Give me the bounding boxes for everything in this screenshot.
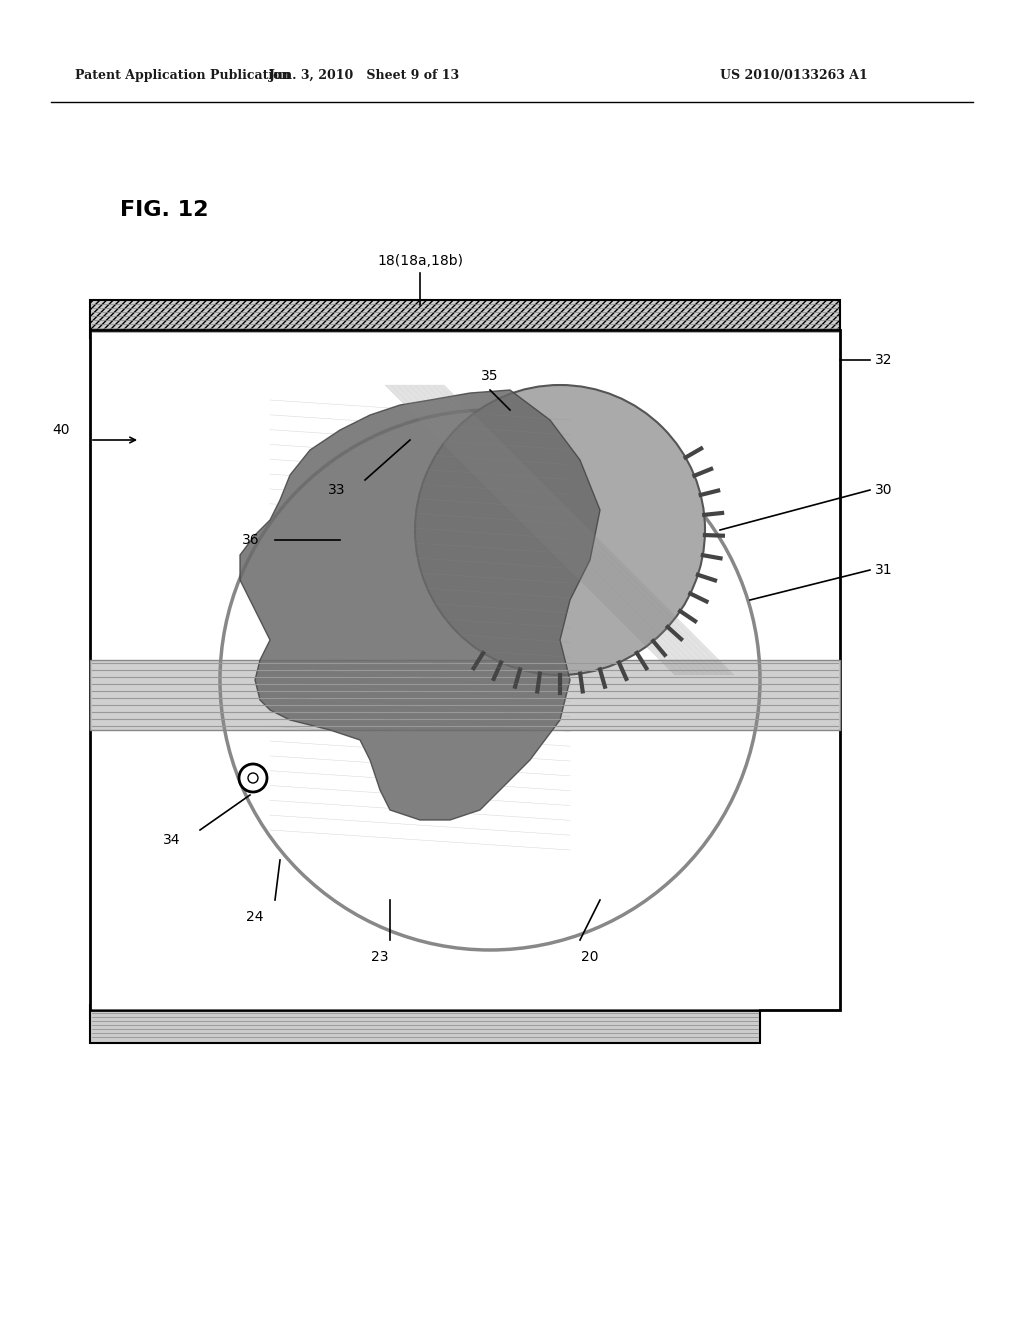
Text: 23: 23 [372, 950, 389, 964]
Text: 35: 35 [481, 370, 499, 383]
Text: Jun. 3, 2010   Sheet 9 of 13: Jun. 3, 2010 Sheet 9 of 13 [269, 69, 461, 82]
Text: 40: 40 [52, 422, 70, 437]
Circle shape [239, 764, 267, 792]
Text: 34: 34 [163, 833, 180, 847]
Text: 30: 30 [874, 483, 893, 498]
Bar [90, 660, 840, 730]
Bar [90, 330, 840, 1010]
Bar [90, 300, 840, 338]
Circle shape [248, 774, 258, 783]
Text: 32: 32 [874, 352, 893, 367]
Polygon shape [240, 389, 600, 820]
Text: 31: 31 [874, 564, 893, 577]
Text: 36: 36 [243, 533, 260, 546]
Text: 33: 33 [328, 483, 345, 498]
Bar [90, 1005, 760, 1043]
Text: Patent Application Publication: Patent Application Publication [75, 69, 291, 82]
Text: FIG. 12: FIG. 12 [120, 201, 209, 220]
Text: US 2010/0133263 A1: US 2010/0133263 A1 [720, 69, 867, 82]
Text: 20: 20 [582, 950, 599, 964]
Circle shape [415, 385, 705, 675]
Text: 24: 24 [246, 909, 264, 924]
Text: 18(18a,18b): 18(18a,18b) [377, 253, 463, 268]
